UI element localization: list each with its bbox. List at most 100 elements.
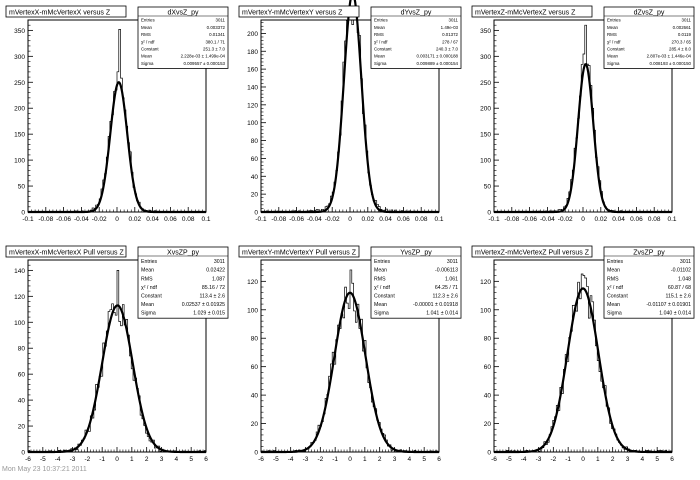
stats-label: χ² / ndf [374,39,388,44]
x-tick-label: -0.08 [271,216,286,223]
x-tick-label: -5 [506,456,512,463]
title-text: mVertexY-mMcVertexY Pull versus Z [242,250,357,257]
stats-label: χ² / ndf [607,39,621,44]
title-box [471,245,593,258]
chart-panel-4: -6 -5 -4 -3 -2 -1 0 1 2 3 4 5 6020406080100120140mVe… [5,245,229,463]
stats-title: dZvsZ_py [634,10,665,17]
x-tick-label: -0.06 [522,216,537,223]
x-tick-label: -0.04 [307,216,322,223]
x-tick-label: -3 [536,456,542,463]
x-axis: -0.1 -0.08 -0.06 -0.04 -0.02 0 0.02 0.04 0.06 0.0… [488,207,677,223]
y-tick-label: 100 [480,307,491,314]
stats-label: χ² / ndf [141,39,155,44]
y-tick-label: 140 [247,84,258,91]
stats-value: 0.02422 [206,268,225,274]
x-tick-label: 2 [378,456,382,463]
stats-value: 115.1 ± 2.6 [665,294,691,300]
x-tick-label: 3 [626,456,630,463]
stats-value: 1.041 ± 0.014 [426,311,458,317]
stats-value: 3011 [680,259,691,265]
x-tick-label: 1 [596,456,600,463]
x-tick-label: -1 [565,456,571,463]
y-tick-label: 150 [14,132,25,139]
stats-label: Mean [607,302,620,308]
x-tick-label: 0.1 [201,216,210,223]
gaussian-fit-curve [494,287,672,454]
y-tick-label: 60 [18,372,26,379]
x-tick-label: 0.02 [594,216,607,223]
stats-label: Mean [141,302,154,308]
x-tick-label: 0.08 [415,216,428,223]
x-tick-label: -6 [258,456,264,463]
x-tick-label: 1 [130,456,134,463]
stats-frame [603,246,695,319]
stats-value: 1.087 [212,276,225,282]
stats-label: Mean [141,268,154,274]
stats-title: YvsZP_py [400,250,432,257]
stats-title: XvsZP_py [167,250,199,257]
stats-value: 113.4 ± 2.6 [199,294,225,300]
y-tick-label: 300 [14,54,25,61]
y-tick-label: 120 [247,102,258,109]
stats-value: 85.16 / 72 [202,285,225,291]
stats-value: 112.3 ± 2.6 [432,294,458,300]
stats-value: 285.4 ± 8.0 [669,47,691,52]
x-tick-label: -4 [521,456,527,463]
stats-value: 1.49e-03 [441,25,459,30]
stats-value: 0.008193 ± 0.000150 [650,61,692,66]
stats-frame [137,246,229,319]
y-tick-label: 80 [251,138,259,145]
stats-box: dZvsZ_py Entries 3011 Mean 0.002661 RMS 0.0119… [603,6,695,69]
title-text: mVertexZ-mMcVertexZ versus Z [475,10,576,17]
stats-label: Mean [141,54,153,59]
y-tick-label: 40 [18,398,26,405]
chart-title: mVertexX-mMcVertexX versus Z [5,5,127,18]
y-tick-label: 350 [14,28,25,35]
stats-frame [370,6,462,69]
x-tick-label: -0.06 [56,216,71,223]
stats-label: Mean [374,302,387,308]
y-tick-label: 100 [247,307,258,314]
x-tick-label: 0.06 [630,216,643,223]
x-tick-label: 0 [348,456,352,463]
chart-panel-3: -0.1 -0.08 -0.06 -0.04 -0.02 0 0.02 0.04 0.06 0.0… [471,5,695,223]
stats-label: RMS [374,276,386,282]
chart-title: mVertexZ-mMcVertexZ versus Z [471,5,593,18]
x-tick-label: 0 [115,456,119,463]
x-tick-label: 1 [363,456,367,463]
x-tick-label: -0.06 [289,216,304,223]
x-tick-label: 0.04 [146,216,159,223]
x-tick-label: 6 [670,456,674,463]
y-tick-label: 50 [18,184,26,191]
stats-label: Sigma [141,61,154,66]
stats-value: 0.0119 [678,32,692,37]
y-tick-label: 120 [247,279,258,286]
x-tick-label: 5 [422,456,426,463]
stats-value: 0.01372 [442,32,458,37]
x-tick-label: 4 [641,456,645,463]
chart-title: mVertexZ-mMcVertexZ Pull versus Z [471,245,593,258]
x-tick-label: -2 [317,456,323,463]
y-tick-label: 80 [251,336,259,343]
footer-timestamp: Mon May 23 10:37:21 2011 [2,466,87,473]
stats-value: 0.009889 ± 0.000154 [417,61,459,66]
x-axis: -6 -5 -4 -3 -2 -1 0 1 2 3 4 5 6 [491,447,674,463]
stats-label: Mean [374,268,387,274]
y-tick-label: 40 [251,393,259,400]
x-axis: -0.1 -0.08 -0.06 -0.04 -0.02 0 0.02 0.04 0.06 0.0… [255,207,444,223]
x-tick-label: 0 [581,456,585,463]
x-tick-label: 5 [189,456,193,463]
chart-panel-6: -6 -5 -4 -3 -2 -1 0 1 2 3 4 5 6020406080100120mVerte… [471,245,695,463]
y-tick-label: 20 [251,192,259,199]
chart-title: mVertexY-mMcVertexY versus Z [238,5,360,18]
stats-label: Entries [374,259,391,265]
title-box [238,5,360,18]
x-tick-label: -0.04 [74,216,89,223]
x-tick-label: 0.02 [361,216,374,223]
y-tick-label: 250 [14,80,25,87]
title-text: mVertexZ-mMcVertexZ Pull versus Z [475,250,590,257]
stats-value: 380.1 / 71 [205,39,225,44]
stats-value: 3011 [682,18,692,23]
stats-value: 0.002661 [673,25,692,30]
stats-box: ZvsZP_py Entries 3011 Mean -0.01102 RMS 1.048 χ… [603,246,695,319]
